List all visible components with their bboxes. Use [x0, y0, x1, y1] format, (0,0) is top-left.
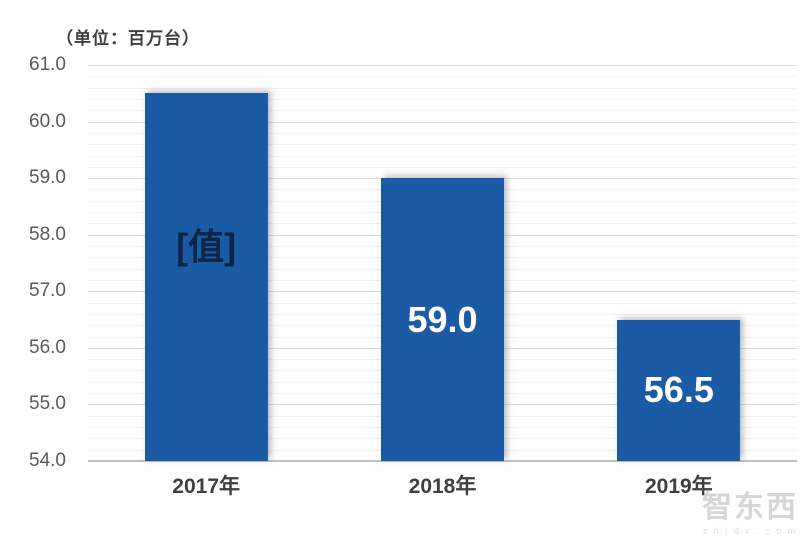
bar-2019: 56.5	[617, 319, 741, 461]
x-axis: 2017年 2018年 2019年	[88, 470, 797, 502]
gridline-minor	[88, 132, 797, 134]
bar-value-label-2017: [值]	[176, 226, 237, 268]
y-axis: 61.0 60.0 59.0 58.0 57.0 56.0 55.0 54.0	[0, 54, 66, 471]
x-axis-line	[88, 460, 797, 462]
gridline-minor	[88, 87, 797, 89]
chart-unit-title: （单位：百万台）	[56, 29, 200, 48]
y-tick-55-0: 55.0	[29, 393, 66, 415]
x-tick-2018: 2018年	[408, 475, 477, 498]
x-tick-2017: 2017年	[172, 475, 241, 498]
y-tick-57-0: 57.0	[29, 280, 66, 302]
y-tick-60-0: 60.0	[29, 110, 66, 132]
y-tick-61-0: 61.0	[29, 54, 66, 75]
bar-value-label-2019: 56.5	[643, 369, 714, 411]
x-tick-2019: 2019年	[644, 475, 713, 498]
plot-area: [值] 59.0 56.5	[88, 65, 797, 462]
watermark-domain-text: z h i d x . c o m	[702, 526, 798, 536]
y-tick-54-0: 54.0	[29, 450, 66, 471]
y-tick-56-0: 56.0	[29, 336, 66, 358]
gridline-major	[88, 121, 797, 123]
bar-value-label-2018: 59.0	[407, 298, 478, 340]
bar-2017: [值]	[144, 93, 268, 461]
gridline-minor	[88, 76, 797, 78]
gridline-minor	[88, 110, 797, 112]
gridline-major	[88, 65, 797, 66]
y-tick-58-0: 58.0	[29, 223, 66, 245]
gridline-minor	[88, 144, 797, 146]
gridline-minor	[88, 155, 797, 157]
gridline-minor	[88, 166, 797, 168]
bar-2018: 59.0	[381, 178, 504, 461]
y-tick-59-0: 59.0	[29, 167, 66, 189]
gridline-minor	[88, 98, 797, 100]
